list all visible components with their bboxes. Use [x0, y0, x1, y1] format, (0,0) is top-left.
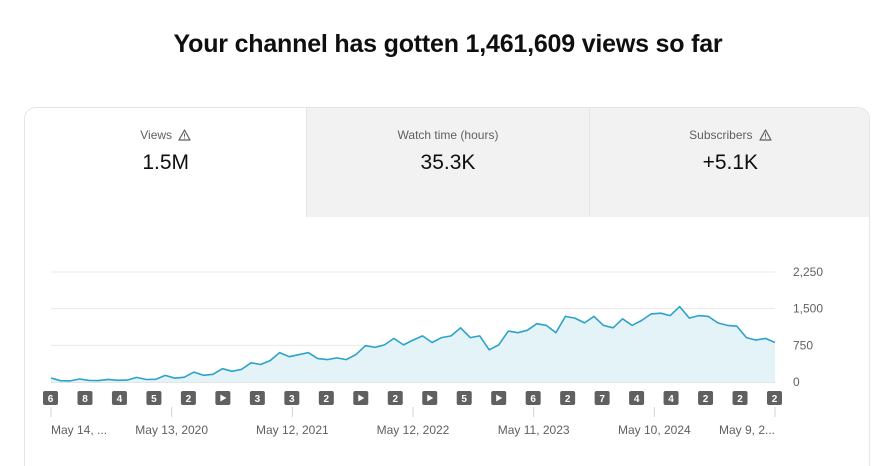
marker-count: 2: [737, 394, 743, 405]
video-marker: [43, 391, 58, 405]
video-marker: [663, 391, 679, 405]
page-headline: Your channel has gotten 1,461,609 views …: [173, 30, 723, 58]
marker-count: 7: [599, 394, 605, 405]
marker-count: 3: [255, 394, 261, 405]
video-marker: [284, 391, 300, 405]
video-marker: [525, 391, 541, 405]
marker-count: 2: [186, 394, 192, 405]
play-icon: [358, 394, 365, 402]
tab-subscribers[interactable]: Subscribers +5.1K: [588, 108, 869, 217]
warning-icon[interactable]: [758, 129, 772, 141]
x-tick-label: May 9, 2...: [719, 423, 775, 437]
x-tick-label: May 12, 2022: [377, 423, 450, 437]
video-marker: [387, 391, 403, 405]
video-marker: [560, 391, 576, 405]
marker-count: 4: [117, 394, 123, 405]
marker-count: 6: [48, 394, 54, 405]
video-marker: [698, 391, 714, 405]
x-tick-label: May 13, 2020: [135, 423, 208, 437]
y-tick-label: 1,500: [793, 302, 823, 316]
video-marker: [732, 391, 748, 405]
tab-watch-time-value: 35.3K: [420, 151, 476, 174]
tab-views-value: 1.5M: [142, 151, 189, 174]
video-marker: [594, 391, 610, 405]
metric-tabs: Views 1.5M Watch time (hours) 35.3K Subs…: [25, 108, 869, 217]
y-tick-label: 750: [793, 338, 813, 352]
video-marker: [180, 391, 196, 405]
marker-count: 8: [82, 394, 88, 405]
tab-watch-time[interactable]: Watch time (hours) 35.3K: [306, 108, 589, 217]
video-marker: [146, 391, 162, 405]
marker-count: 2: [565, 394, 571, 405]
marker-count: 3: [289, 394, 295, 405]
marker-count: 6: [530, 394, 536, 405]
marker-count: 2: [703, 394, 709, 405]
series-area: [51, 306, 775, 382]
video-marker: [629, 391, 645, 405]
y-tick-label: 2,250: [793, 265, 823, 279]
x-tick-label: May 12, 2021: [256, 423, 329, 437]
marker-count: 4: [634, 394, 640, 405]
tab-watch-time-label: Watch time (hours): [397, 128, 499, 142]
play-icon: [427, 394, 434, 402]
video-marker: [318, 391, 334, 405]
analytics-card: Views 1.5M Watch time (hours) 35.3K Subs…: [24, 107, 870, 466]
views-chart: 2,250 1,500 750 0 6 8 4 5 2 3 3 2 2 5 6 2 7 4 4 2 2 2 May 14, …: [25, 217, 869, 466]
marker-count: 4: [668, 394, 674, 405]
x-tick-label: May 11, 2023: [498, 423, 570, 437]
warning-icon[interactable]: [178, 129, 191, 141]
video-marker: [77, 391, 93, 405]
tab-subscribers-label: Subscribers: [689, 128, 753, 142]
views-chart-svg: 2,250 1,500 750 0 6 8 4 5 2 3 3 2 2 5 6 2 7 4 4 2 2 2 May 14, …: [43, 265, 823, 437]
tab-views[interactable]: Views 1.5M: [25, 108, 307, 217]
marker-count: 2: [772, 394, 778, 405]
video-marker: [249, 391, 265, 405]
tab-views-label: Views: [140, 128, 173, 142]
series-line: [50, 305, 776, 382]
marker-count: 5: [461, 394, 467, 405]
marker-count: 5: [151, 394, 157, 405]
video-marker: [456, 391, 472, 405]
marker-count: 2: [324, 394, 330, 405]
tab-subscribers-value: +5.1K: [702, 151, 759, 174]
x-tick-label: May 10, 2024: [618, 423, 691, 437]
x-tick-label: May 14, ...: [51, 423, 107, 437]
play-icon: [220, 394, 227, 402]
y-tick-label: 0: [793, 375, 800, 389]
marker-count: 2: [392, 394, 398, 405]
video-marker: [767, 391, 782, 405]
play-icon: [496, 394, 503, 402]
video-marker: [111, 391, 127, 405]
